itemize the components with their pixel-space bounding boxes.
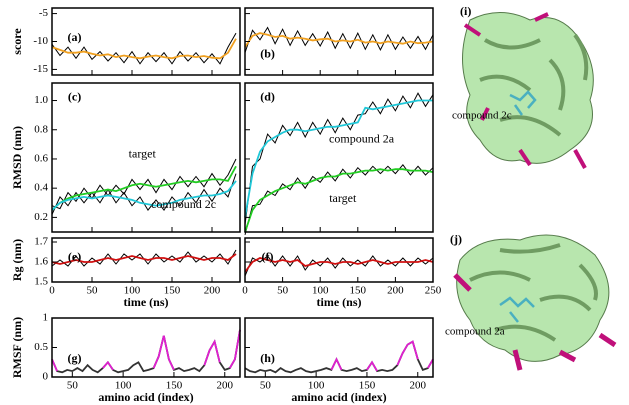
x-tick-label: 0 bbox=[49, 285, 55, 297]
panel-label: (f) bbox=[262, 250, 274, 264]
x-tick-label: 0 bbox=[242, 285, 248, 297]
panel-label: (c) bbox=[68, 90, 81, 104]
panel-label: (h) bbox=[260, 351, 275, 365]
y-tick-label: -15 bbox=[33, 63, 48, 75]
y-tick-label: 1.6 bbox=[34, 256, 48, 268]
y-tick-label: 1.5 bbox=[34, 276, 48, 288]
figure: (i) compound 2c (j) compound 2a -15 -10 -5… bbox=[0, 0, 629, 405]
x-tick-label: 50 bbox=[67, 380, 79, 392]
y-tick-label: 0 bbox=[43, 371, 49, 383]
caption: compound 2c bbox=[452, 110, 512, 122]
x-tick-label: 50 bbox=[260, 380, 272, 392]
protein-i: (i) compound 2c bbox=[452, 4, 593, 168]
panel: -15 -10 -5 (a) score bbox=[10, 7, 240, 75]
annotation: compound 2a bbox=[329, 131, 395, 145]
y-tick-label: 1.0 bbox=[34, 94, 48, 106]
annotation: compound 2c bbox=[151, 197, 216, 211]
y-tick-label: 0.2 bbox=[34, 211, 48, 223]
panel: 0.2 0.4 0.6 0.8 1.0 (c) RMSD (nm) target compoun… bbox=[10, 83, 240, 232]
x-tick-label: 200 bbox=[410, 380, 427, 392]
caption: compound 2a bbox=[445, 326, 505, 338]
plot-frame bbox=[245, 83, 433, 232]
panel-label: (j) bbox=[450, 232, 462, 246]
panel-label: (b) bbox=[260, 47, 275, 61]
y-tick-label: 0.5 bbox=[34, 341, 48, 353]
annotation: target bbox=[129, 146, 157, 160]
y-tick-label: 0.4 bbox=[34, 182, 48, 194]
x-tick-label: 200 bbox=[217, 380, 234, 392]
y-tick-label: 0.6 bbox=[34, 152, 48, 164]
x-tick-label: 50 bbox=[87, 285, 99, 297]
x-tick-label: 250 bbox=[425, 285, 442, 297]
annotation: target bbox=[329, 191, 357, 205]
y-axis-label: RMSD (nm) bbox=[10, 126, 24, 189]
x-tick-label: 50 bbox=[277, 285, 289, 297]
x-axis-label: amino acid (index) bbox=[291, 390, 386, 404]
y-tick-label: -10 bbox=[33, 35, 48, 47]
x-axis-label: time (ns) bbox=[317, 295, 362, 309]
panel-label: (d) bbox=[260, 90, 275, 104]
y-axis-label: RMSF (nm) bbox=[10, 317, 24, 378]
y-tick-label: 1.7 bbox=[34, 236, 48, 248]
plot-frame bbox=[245, 318, 433, 377]
series-line bbox=[331, 342, 433, 372]
ribbon bbox=[457, 235, 609, 361]
panel: (b) bbox=[245, 8, 433, 75]
y-tick-label: 1 bbox=[43, 312, 49, 324]
protein-j: (j) compound 2a bbox=[445, 232, 615, 370]
y-axis-label: score bbox=[10, 28, 24, 55]
x-axis-label: time (ns) bbox=[124, 295, 169, 309]
panel-label: (g) bbox=[68, 351, 82, 365]
y-axis-label: Rg (nm) bbox=[10, 239, 24, 281]
x-tick-label: 200 bbox=[387, 285, 404, 297]
panel-label: (a) bbox=[68, 30, 82, 44]
panel: (d) compound 2a target bbox=[245, 83, 433, 235]
panel-label: (i) bbox=[460, 4, 471, 18]
y-tick-label: -5 bbox=[39, 7, 49, 19]
panel-label: (e) bbox=[68, 250, 81, 264]
x-tick-label: 200 bbox=[204, 285, 221, 297]
x-axis-label: amino acid (index) bbox=[98, 390, 193, 404]
y-tick-label: 0.8 bbox=[34, 123, 48, 135]
